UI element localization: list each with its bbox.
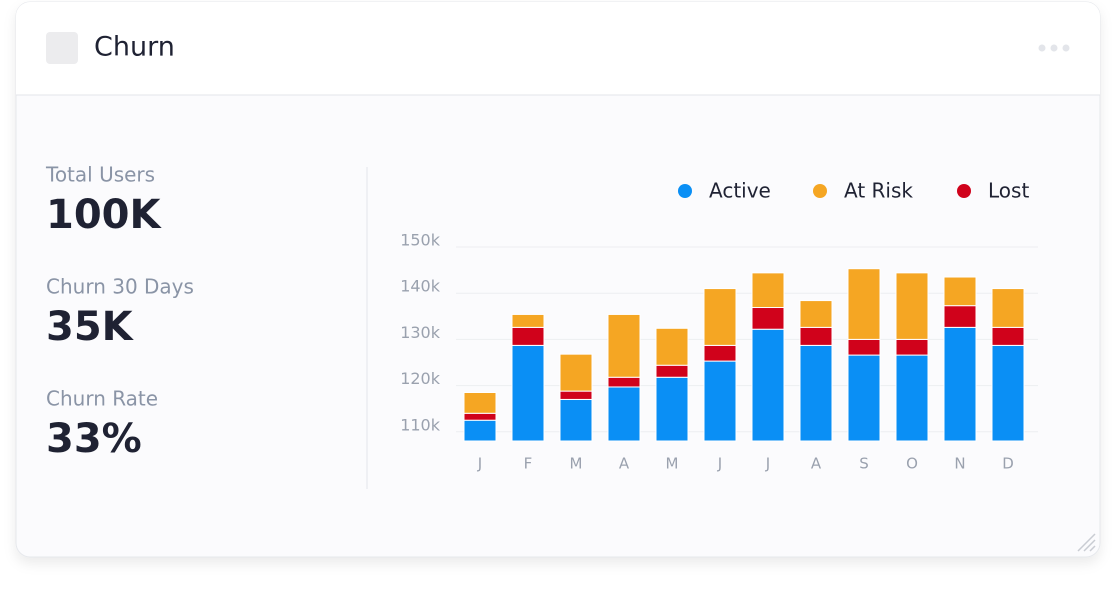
stat-label: Churn Rate xyxy=(46,387,158,411)
bar-segment xyxy=(895,354,929,442)
chart: 110k 120k 130k 140k 150k Active Lost At Risk J F M… xyxy=(400,179,1038,473)
bar-segment xyxy=(943,305,977,328)
bar-segment xyxy=(463,412,497,421)
x-tick-label: N xyxy=(954,455,965,473)
stat-value: 35K xyxy=(46,304,135,350)
bar-segment xyxy=(895,272,929,340)
bar-segment xyxy=(655,376,689,442)
widget-icon xyxy=(46,32,78,64)
bar-segment xyxy=(799,326,833,346)
bar-segment xyxy=(607,386,641,442)
bar-segment xyxy=(991,344,1025,442)
bar-segment xyxy=(607,376,641,388)
x-tick-label: F xyxy=(524,455,533,473)
stat-label: Churn 30 Days xyxy=(46,275,194,299)
y-tick-label: 130k xyxy=(400,323,441,342)
bar-segment xyxy=(559,398,593,442)
x-tick-label: M xyxy=(666,455,679,473)
bar-segment xyxy=(895,338,929,356)
legend-label: Active xyxy=(709,179,771,203)
x-tick-label: M xyxy=(570,455,583,473)
x-tick-label: J xyxy=(765,455,770,473)
legend-marker xyxy=(957,184,971,198)
bar-segment xyxy=(703,288,737,346)
bar-segment xyxy=(943,276,977,307)
y-tick-label: 140k xyxy=(400,277,441,296)
x-tick-label: J xyxy=(477,455,482,473)
bar-segment xyxy=(847,338,881,356)
stat-label: Total Users xyxy=(45,163,155,187)
x-tick-label: A xyxy=(619,455,630,473)
bar-segment xyxy=(511,344,545,442)
bar-segment xyxy=(703,360,737,442)
y-tick-label: 120k xyxy=(400,369,441,388)
y-tick-label: 110k xyxy=(400,415,441,434)
bar-segment xyxy=(751,272,785,309)
bar-segment xyxy=(847,268,881,340)
stat-value: 100K xyxy=(46,192,162,238)
bar-segment xyxy=(559,353,593,392)
bar-segment xyxy=(751,328,785,442)
legend-label: Lost xyxy=(988,179,1029,203)
bar-segment xyxy=(847,354,881,442)
legend-label: At Risk xyxy=(844,179,913,203)
legend-marker xyxy=(678,184,692,198)
bar-segment xyxy=(655,327,689,366)
x-tick-label: D xyxy=(1002,455,1014,473)
bar-segment xyxy=(559,390,593,400)
bar-segment xyxy=(799,344,833,442)
y-tick-label: 150k xyxy=(400,231,441,250)
widget-title: Churn xyxy=(94,32,175,63)
x-tick-label: O xyxy=(906,455,918,473)
x-tick-label: S xyxy=(859,455,869,473)
bar-segment xyxy=(463,419,497,442)
bar-segment xyxy=(991,326,1025,346)
bar-segment xyxy=(511,313,545,328)
legend-marker xyxy=(813,184,827,198)
stat-value: 33% xyxy=(46,416,142,462)
bar-segment xyxy=(511,326,545,346)
bar-segment xyxy=(799,300,833,328)
x-tick-label: A xyxy=(811,455,822,473)
bar-segment xyxy=(607,313,641,378)
bar-segment xyxy=(751,307,785,330)
bar-segment xyxy=(463,392,497,414)
bar-segment xyxy=(991,288,1025,328)
bar-segment xyxy=(655,364,689,378)
card-header xyxy=(16,2,1100,95)
bar-segment xyxy=(943,326,977,442)
resize-handle[interactable] xyxy=(1077,533,1096,552)
bar-segment xyxy=(703,344,737,362)
x-tick-label: J xyxy=(717,455,722,473)
menu-button[interactable] xyxy=(1038,44,1070,52)
